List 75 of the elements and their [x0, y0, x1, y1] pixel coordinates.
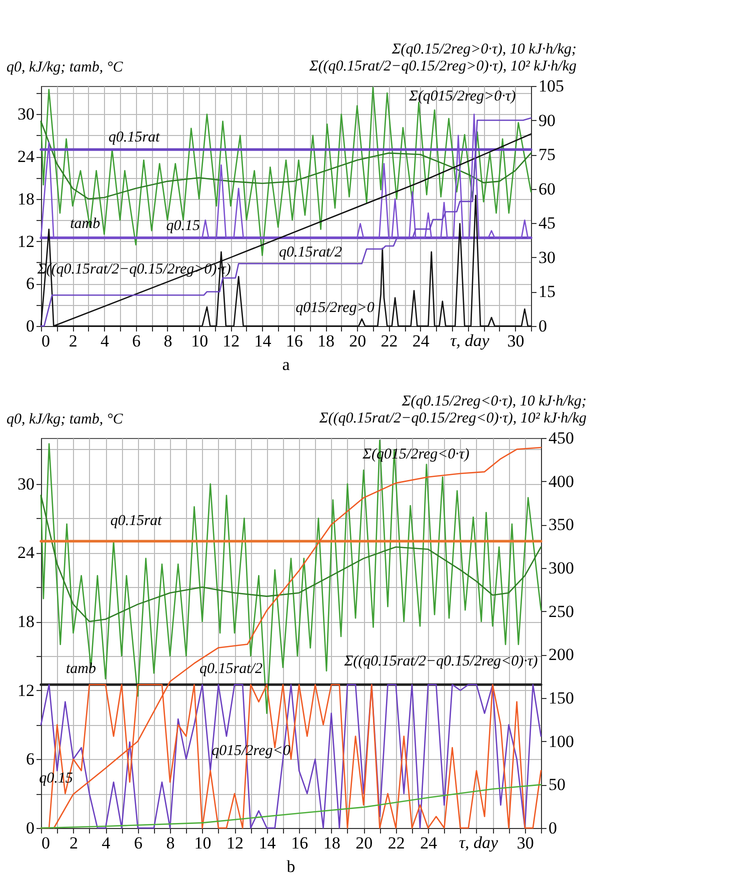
- x-tick-label: 30: [507, 332, 524, 350]
- y2-axis-title: Σ(q0.15/2reg>0·τ), 10 kJ·h/kg; Σ((q0.15rat/2−q0.15/2reg>0)·τ), 10² kJ·h/kg: [308, 42, 577, 74]
- x-axis-title: τ, day: [458, 833, 499, 852]
- x-tick-label: 18: [318, 332, 335, 350]
- y2-tick-label: 30: [538, 248, 556, 267]
- y-axis-title: q0, kJ/kg; tamb, °C: [6, 412, 124, 428]
- annotation: q0.15: [166, 218, 200, 234]
- x-tick-label: 16: [286, 332, 303, 350]
- y2-tick-label: 400: [548, 472, 574, 491]
- y2-tick-label: 250: [548, 602, 574, 621]
- x-tick-label: 30: [516, 834, 534, 852]
- x-tick-label: 24: [420, 834, 438, 852]
- y-tick-label: 12: [18, 232, 34, 251]
- x-tick-label: 20: [356, 834, 373, 852]
- y-tick-label: 24: [18, 543, 35, 562]
- y-tick-label: 6: [26, 750, 34, 769]
- y-tick-label: 24: [18, 147, 35, 166]
- y2-tick-label: 0: [548, 818, 557, 838]
- y2-tick-label: 0: [538, 316, 547, 336]
- x-tick-label: 20: [349, 332, 366, 350]
- y2-tick-label: 75: [538, 145, 556, 164]
- y2-tick-label: 150: [548, 688, 574, 708]
- x-tick-label: 4: [102, 834, 111, 852]
- y2-tick-label: 45: [538, 214, 556, 233]
- x-tick-label: 12: [222, 332, 240, 350]
- y-tick-label: 0: [26, 818, 34, 838]
- x-tick-label: 14: [254, 332, 272, 350]
- annotation: tamb: [66, 661, 96, 678]
- y2-tick-label: 105: [538, 76, 564, 96]
- x-tick-label: 6: [132, 332, 141, 350]
- x-tick-label: 2: [68, 332, 78, 350]
- y2-tick-label: 450: [548, 428, 574, 448]
- x-tick-label: 22: [380, 332, 398, 350]
- x-tick-label: 14: [258, 834, 276, 852]
- x-tick-label: 16: [291, 834, 308, 852]
- y-tick-label: 6: [26, 274, 34, 294]
- x-axis-title: τ, day: [450, 331, 490, 350]
- y2-axis-title: Σ(q0.15/2reg<0·τ), 10 kJ·h/kg; Σ((q0.15rat/2−q0.15/2reg<0)·τ), 10² kJ·h/kg: [318, 394, 587, 426]
- x-tick-label: 6: [134, 834, 143, 852]
- x-tick-label: 10: [194, 834, 212, 852]
- y2-tick-label: 300: [548, 558, 574, 578]
- y-tick-label: 18: [18, 189, 34, 208]
- x-tick-label: 8: [164, 332, 172, 350]
- x-tick-label: 24: [412, 332, 430, 350]
- y2-tick-label: 350: [548, 515, 574, 534]
- y-tick-label: 0: [26, 316, 34, 336]
- x-tick-label: 4: [100, 332, 110, 350]
- x-tick-label: 8: [166, 834, 175, 852]
- y-tick-label: 12: [18, 680, 34, 700]
- y-tick-label: 30: [18, 104, 34, 124]
- annotation: q0.15rat/2: [279, 244, 342, 261]
- annotation: Σ(q015/2reg>0·τ): [408, 88, 516, 105]
- y2-tick-label: 100: [548, 732, 574, 751]
- annotation: q0.15rat/2: [200, 661, 263, 678]
- y-tick-label: 30: [18, 474, 34, 494]
- y2-tick-label: 60: [538, 179, 556, 198]
- x-tick-label: 0: [42, 332, 50, 350]
- y2-tick-label: 15: [538, 282, 556, 302]
- y2-tick-label: 200: [548, 645, 574, 664]
- annotation: q0.15rat: [110, 512, 162, 529]
- x-tick-label: 0: [42, 834, 50, 852]
- y-axis-title: q0, kJ/kg; tamb, °C: [6, 60, 124, 76]
- x-tick-label: 18: [323, 834, 340, 852]
- text: a: [282, 355, 290, 374]
- x-tick-label: 22: [388, 834, 405, 852]
- text: b: [286, 857, 296, 876]
- x-tick-label: 2: [70, 834, 78, 852]
- y-tick-label: 18: [18, 612, 34, 632]
- y2-tick-label: 50: [548, 775, 566, 794]
- y2-tick-label: 90: [538, 110, 556, 130]
- x-tick-label: 12: [226, 834, 244, 852]
- x-tick-label: 10: [191, 332, 208, 350]
- annotation: q015/2reg>0: [296, 300, 375, 316]
- annotation: Σ((q0.15rat/2−q0.15/2reg<0)·τ): [343, 653, 538, 670]
- annotation: q0.15rat: [108, 129, 161, 146]
